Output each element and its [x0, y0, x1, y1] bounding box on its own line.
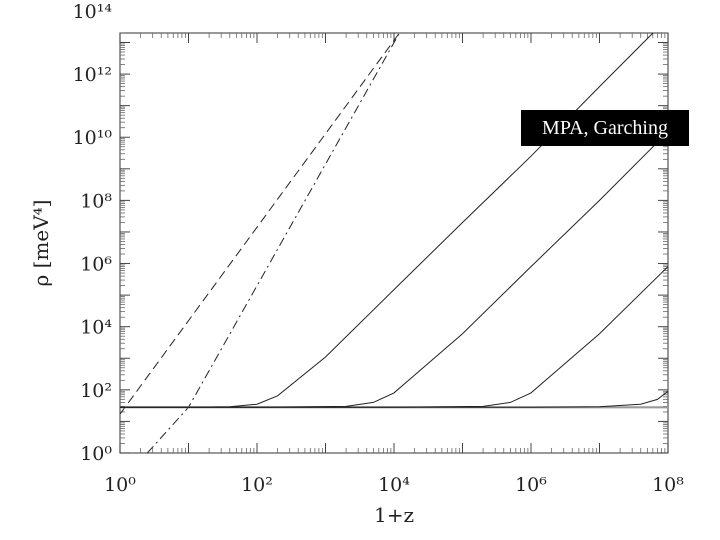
- tick-labels: 10⁰ 10² 10⁴ 10⁶ 10⁸ 10⁰ 10² 10⁴ 10⁶ 10⁸ 10¹⁰ 10¹² 10…: [73, 1, 685, 496]
- y-tick-label: 10⁸: [80, 190, 112, 212]
- x-tick-label: 10²: [241, 474, 273, 496]
- series-line-2: [146, 33, 400, 453]
- series-line-4: [120, 33, 654, 408]
- series-line-5: [120, 131, 668, 408]
- x-axis-label: 1+z: [374, 503, 414, 527]
- series-line-1: [120, 33, 400, 415]
- y-tick-label: 10¹⁴: [73, 1, 113, 23]
- x-tick-label: 10⁴: [378, 474, 410, 496]
- x-tick-label: 10⁸: [652, 474, 684, 496]
- y-tick-label: 10⁶: [80, 254, 112, 276]
- series-line-6: [120, 266, 668, 408]
- y-tick-label: 10¹²: [73, 64, 112, 86]
- watermark-badge: MPA, Garching: [521, 110, 689, 146]
- y-tick-label: 10⁰: [80, 443, 112, 465]
- ticks: [119, 32, 669, 454]
- x-tick-label: 10⁶: [515, 474, 547, 496]
- x-tick-label: 10⁰: [104, 474, 136, 496]
- series-lines: [120, 33, 668, 453]
- y-tick-label: 10⁴: [80, 317, 112, 339]
- y-tick-label: 10²: [80, 380, 112, 402]
- y-tick-label: 10¹⁰: [73, 127, 113, 149]
- series-line-7: [120, 390, 668, 408]
- plot-frame: [119, 32, 669, 454]
- y-axis-label: ρ [meV⁴]: [29, 200, 53, 287]
